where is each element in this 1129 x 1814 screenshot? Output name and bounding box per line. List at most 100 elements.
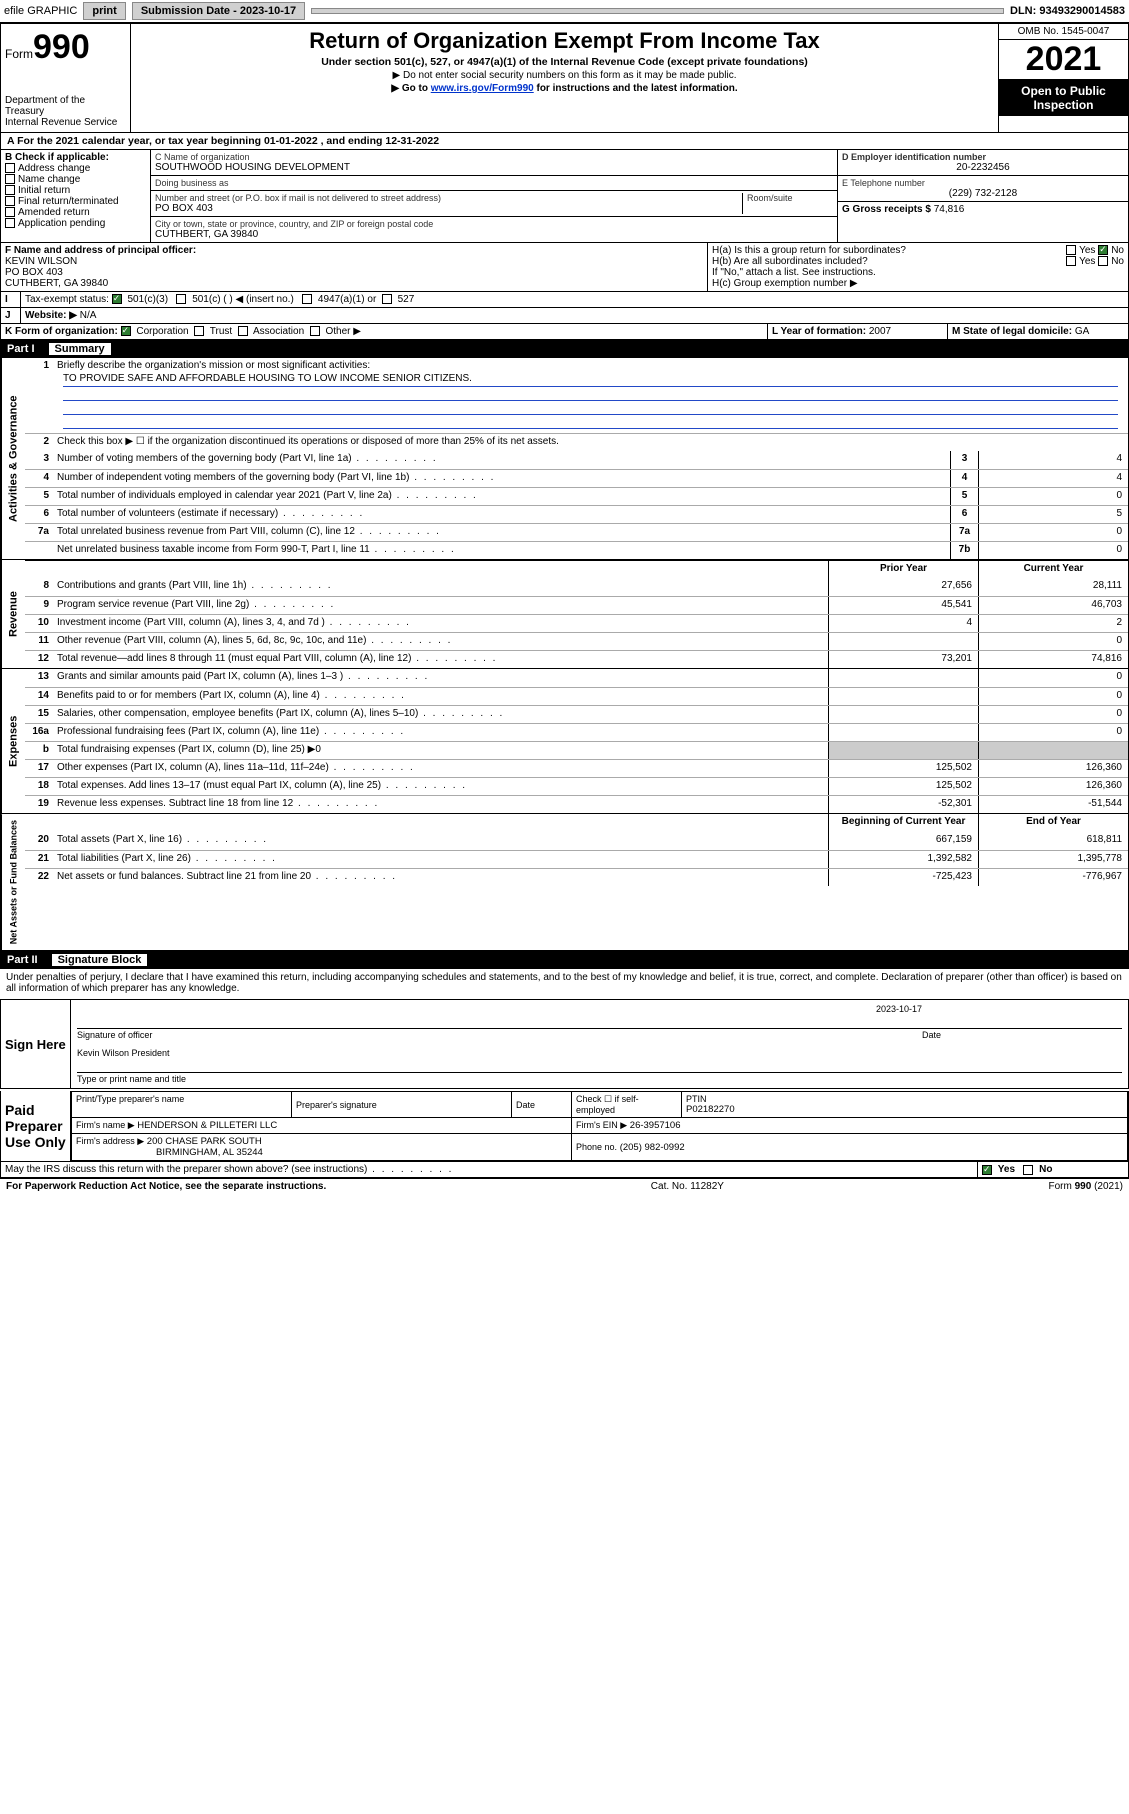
header-mid: Return of Organization Exempt From Incom… <box>131 24 998 132</box>
chk-corp[interactable] <box>121 326 131 336</box>
data-line: 15Salaries, other compensation, employee… <box>25 705 1128 723</box>
ein: 20-2232456 <box>842 162 1124 173</box>
i-opt4: 527 <box>398 294 415 305</box>
data-line: 13Grants and similar amounts paid (Part … <box>25 669 1128 687</box>
discuss-yes-chk[interactable] <box>982 1165 992 1175</box>
discuss-row: May the IRS discuss this return with the… <box>0 1162 1129 1178</box>
data-line: bTotal fundraising expenses (Part IX, co… <box>25 741 1128 759</box>
chk-527[interactable] <box>382 294 392 304</box>
ha-no-chk[interactable] <box>1098 245 1108 255</box>
hc-label: H(c) Group exemption number ▶ <box>712 278 1124 289</box>
ha-label: H(a) Is this a group return for subordin… <box>712 245 906 256</box>
section-h: H(a) Is this a group return for subordin… <box>708 243 1128 291</box>
data-line: 12Total revenue—add lines 8 through 11 (… <box>25 650 1128 668</box>
chk-501c[interactable] <box>176 294 186 304</box>
hdr-end: End of Year <box>978 814 1128 832</box>
data-line: 16aProfessional fundraising fees (Part I… <box>25 723 1128 741</box>
ptin-label: PTIN <box>686 1094 1123 1104</box>
section-l: L Year of formation: 2007 <box>768 324 948 339</box>
chk-name[interactable] <box>5 174 15 184</box>
chk-assoc[interactable] <box>238 326 248 336</box>
pp-date-label: Date <box>516 1100 567 1110</box>
section-i: Tax-exempt status: 501(c)(3) 501(c) ( ) … <box>21 292 1128 307</box>
pp-check-label: Check ☐ if self-employed <box>576 1094 677 1115</box>
footer-right: Form 990 (2021) <box>1049 1181 1124 1192</box>
section-deg: D Employer identification number 20-2232… <box>838 150 1128 242</box>
discuss-no-chk[interactable] <box>1023 1165 1033 1175</box>
phone: (229) 732-2128 <box>842 188 1124 199</box>
chk-amended[interactable] <box>5 207 15 217</box>
street: PO BOX 403 <box>155 203 738 214</box>
chk-pending[interactable] <box>5 218 15 228</box>
c-name-label: C Name of organization <box>155 152 833 162</box>
part1-header: Part I Summary <box>0 340 1129 358</box>
section-c: C Name of organization SOUTHWOOD HOUSING… <box>151 150 838 242</box>
part1-title: Part I <box>7 343 35 355</box>
section-b: B Check if applicable: Address change Na… <box>1 150 151 242</box>
street-label: Number and street (or P.O. box if mail i… <box>155 193 738 203</box>
ha-yes-chk[interactable] <box>1066 245 1076 255</box>
sign-here-label: Sign Here <box>1 1000 71 1088</box>
ha-yes: Yes <box>1079 245 1095 256</box>
discuss-text: May the IRS discuss this return with the… <box>5 1164 367 1175</box>
hb-yes-chk[interactable] <box>1066 256 1076 266</box>
note2-post: for instructions and the latest informat… <box>534 83 738 94</box>
activities-governance: Activities & Governance 1 Briefly descri… <box>0 358 1129 560</box>
form-prefix: Form <box>5 47 33 61</box>
vlabel-net: Net Assets or Fund Balances <box>1 814 25 950</box>
ssn-note: ▶ Do not enter social security numbers o… <box>139 70 990 81</box>
firm-addr-label: Firm's address ▶ <box>76 1136 144 1146</box>
i-label: Tax-exempt status: <box>25 294 109 305</box>
part2-title: Part II <box>7 954 38 966</box>
mission-blank2 <box>63 401 1118 415</box>
dba-label: Doing business as <box>155 178 833 188</box>
irs-label: Internal Revenue Service <box>5 117 126 128</box>
chk-address[interactable] <box>5 163 15 173</box>
hb-label: H(b) Are all subordinates included? <box>712 256 868 267</box>
chk-final[interactable] <box>5 196 15 206</box>
gov-line: 6Total number of volunteers (estimate if… <box>25 505 1128 523</box>
k-trust: Trust <box>210 326 232 337</box>
l1-label: Briefly describe the organization's miss… <box>57 360 1124 371</box>
data-line: 20Total assets (Part X, line 16)667,1596… <box>25 832 1128 850</box>
officer-addr1: PO BOX 403 <box>5 267 703 278</box>
sig-officer-label: Signature of officer <box>77 1030 922 1040</box>
chk-other[interactable] <box>310 326 320 336</box>
b-final: Final return/terminated <box>18 196 119 207</box>
type-name-label: Type or print name and title <box>77 1074 186 1084</box>
chk-trust[interactable] <box>194 326 204 336</box>
firm-ein: 26-3957106 <box>630 1120 681 1131</box>
chk-4947[interactable] <box>302 294 312 304</box>
gov-line: Net unrelated business taxable income fr… <box>25 541 1128 559</box>
data-line: 9Program service revenue (Part VIII, lin… <box>25 596 1128 614</box>
l2-text: Check this box ▶ ☐ if the organization d… <box>53 434 1128 451</box>
header-left: Form990 Department of the Treasury Inter… <box>1 24 131 132</box>
dept-treasury: Department of the Treasury <box>5 95 126 117</box>
ij-row: I Tax-exempt status: 501(c)(3) 501(c) ( … <box>0 292 1129 308</box>
section-k: K Form of organization: Corporation Trus… <box>1 324 768 339</box>
chk-initial[interactable] <box>5 185 15 195</box>
sig-date: 2023-10-17 <box>77 1004 1122 1014</box>
hdr-curr: Current Year <box>978 561 1128 578</box>
l-label: L Year of formation: <box>772 326 866 337</box>
hdr-prior: Prior Year <box>828 561 978 578</box>
chk-501c3[interactable] <box>112 294 122 304</box>
discuss-no: No <box>1039 1164 1052 1175</box>
phone-label: Phone no. <box>576 1142 617 1152</box>
b-initial: Initial return <box>18 185 70 196</box>
footer-left: For Paperwork Reduction Act Notice, see … <box>6 1181 326 1192</box>
data-line: 22Net assets or fund balances. Subtract … <box>25 868 1128 886</box>
tax-year-range: For the 2021 calendar year, or tax year … <box>17 135 439 147</box>
j-label: Website: ▶ <box>25 310 77 321</box>
print-button[interactable]: print <box>83 2 125 20</box>
page-footer: For Paperwork Reduction Act Notice, see … <box>0 1178 1129 1194</box>
hb-no-chk[interactable] <box>1098 256 1108 266</box>
g-label: G Gross receipts $ <box>842 204 931 215</box>
vlabel-rev: Revenue <box>1 560 25 668</box>
form-header: Form990 Department of the Treasury Inter… <box>0 23 1129 133</box>
irs-link[interactable]: www.irs.gov/Form990 <box>431 83 534 94</box>
form-title: Return of Organization Exempt From Incom… <box>139 28 990 54</box>
k-corp: Corporation <box>136 326 188 337</box>
topbar: efile GRAPHIC print Submission Date - 20… <box>0 0 1129 23</box>
city: CUTHBERT, GA 39840 <box>155 229 833 240</box>
